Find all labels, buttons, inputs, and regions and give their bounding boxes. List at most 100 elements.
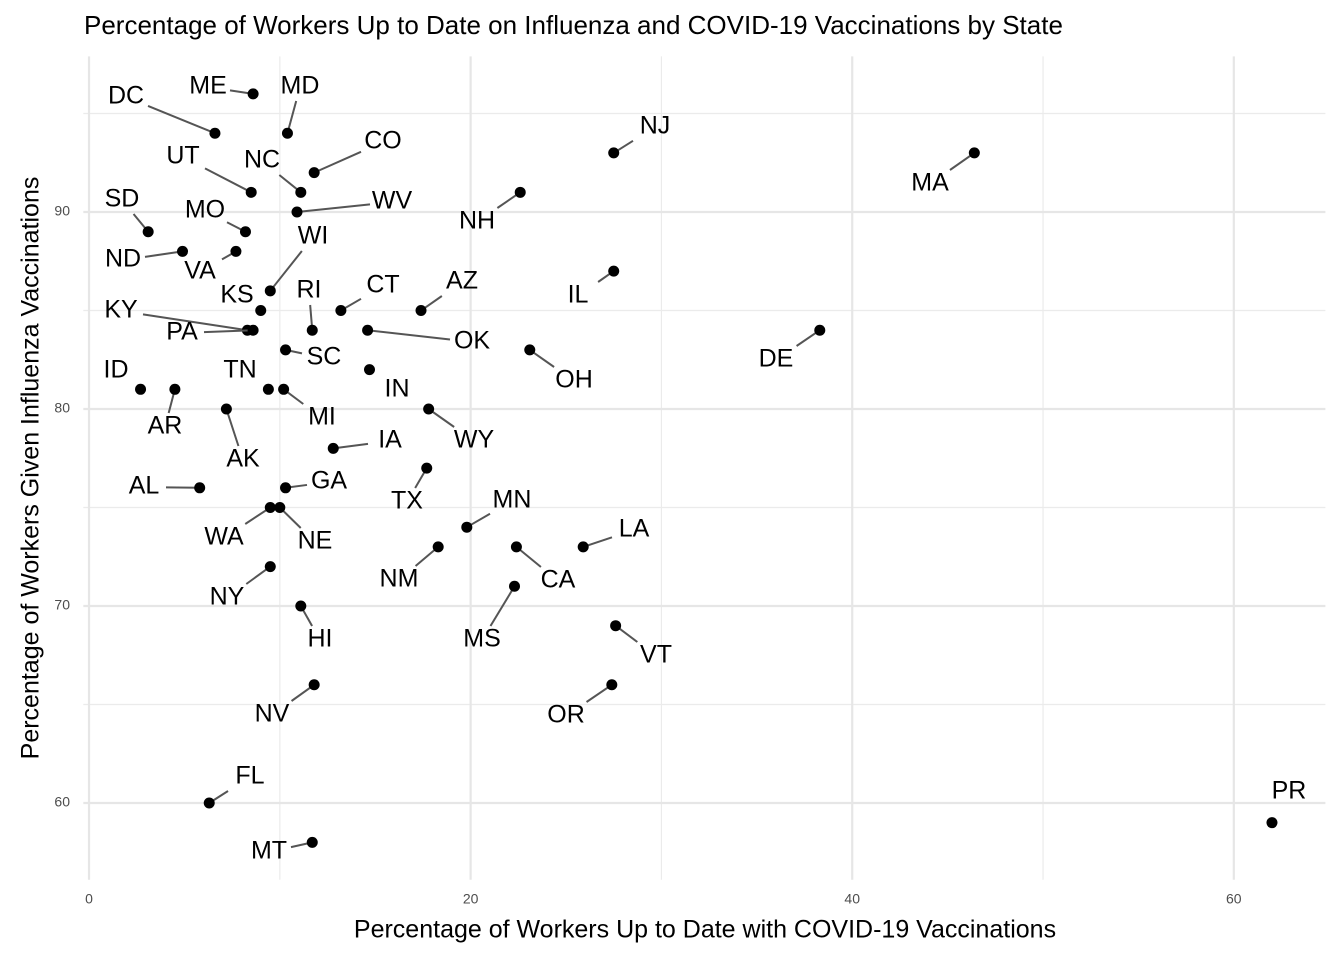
point bbox=[969, 147, 980, 158]
label-connector bbox=[297, 204, 370, 212]
point bbox=[265, 561, 276, 572]
point-label: NM bbox=[380, 565, 419, 593]
point bbox=[240, 226, 251, 237]
point bbox=[511, 541, 522, 552]
label-connector bbox=[368, 330, 450, 339]
point-label: AK bbox=[226, 445, 260, 473]
point bbox=[135, 384, 146, 395]
point-label: CO bbox=[364, 127, 402, 155]
point-label: PR bbox=[1272, 777, 1307, 805]
point bbox=[246, 187, 257, 198]
point-label: NY bbox=[210, 583, 245, 611]
point bbox=[309, 167, 320, 178]
point-label: IA bbox=[378, 426, 402, 454]
point-label: OH bbox=[555, 366, 593, 394]
point-label: SD bbox=[105, 185, 140, 213]
point-label: ID bbox=[104, 356, 129, 384]
point-label: OK bbox=[454, 327, 490, 355]
point bbox=[608, 147, 619, 158]
point-label: RI bbox=[297, 276, 322, 304]
point-label: MT bbox=[251, 837, 287, 865]
point-label: OR bbox=[547, 701, 585, 729]
point bbox=[362, 325, 373, 336]
point-label: WY bbox=[454, 426, 495, 454]
point bbox=[606, 679, 617, 690]
y-tick-label: 90 bbox=[54, 203, 70, 219]
y-tick-label: 70 bbox=[54, 597, 70, 613]
point bbox=[278, 384, 289, 395]
x-tick-label: 60 bbox=[1226, 891, 1242, 907]
point bbox=[274, 502, 285, 513]
point bbox=[204, 797, 215, 808]
point-label: MS bbox=[463, 625, 501, 653]
point bbox=[263, 384, 274, 395]
grid bbox=[83, 56, 1325, 879]
point bbox=[335, 305, 346, 316]
point-label: MO bbox=[185, 196, 225, 224]
label-connector bbox=[148, 106, 215, 133]
point bbox=[177, 246, 188, 257]
point-label: NC bbox=[244, 146, 280, 174]
point bbox=[524, 344, 535, 355]
point-label: DC bbox=[108, 82, 144, 110]
point bbox=[282, 128, 293, 139]
label-connector bbox=[226, 409, 238, 446]
point-label: HI bbox=[308, 625, 333, 653]
point bbox=[423, 404, 434, 415]
point-label: AR bbox=[148, 412, 183, 440]
point-label: UT bbox=[166, 142, 199, 170]
point bbox=[515, 187, 526, 198]
point bbox=[291, 207, 302, 218]
point-label: IL bbox=[568, 281, 589, 309]
y-tick-label: 60 bbox=[54, 794, 70, 810]
point-label: LA bbox=[619, 515, 650, 543]
point bbox=[221, 404, 232, 415]
point-label: SC bbox=[307, 343, 342, 371]
point-label: NE bbox=[298, 527, 333, 555]
point-label: MD bbox=[281, 72, 320, 100]
point bbox=[421, 463, 432, 474]
point-label: FL bbox=[235, 762, 264, 790]
point bbox=[608, 266, 619, 277]
point bbox=[248, 325, 259, 336]
x-tick-label: 20 bbox=[463, 891, 479, 907]
point bbox=[209, 128, 220, 139]
point-label: WV bbox=[372, 187, 413, 215]
point bbox=[169, 384, 180, 395]
point bbox=[265, 502, 276, 513]
point-label: AL bbox=[129, 472, 160, 500]
label-connector bbox=[145, 251, 183, 256]
point bbox=[307, 325, 318, 336]
point bbox=[280, 482, 291, 493]
point-label: AZ bbox=[446, 267, 478, 295]
point bbox=[814, 325, 825, 336]
point-label: MI bbox=[308, 403, 336, 431]
y-axis-title: Percentage of Workers Given Influenza Va… bbox=[17, 177, 45, 760]
chart-title: Percentage of Workers Up to Date on Infl… bbox=[84, 10, 1063, 40]
point-label: CA bbox=[541, 566, 576, 594]
point-label: NH bbox=[459, 207, 495, 235]
point bbox=[364, 364, 375, 375]
point bbox=[265, 285, 276, 296]
label-connector bbox=[314, 152, 361, 173]
point-label: VT bbox=[640, 641, 672, 669]
point-label: ND bbox=[105, 245, 141, 273]
point-label: PA bbox=[166, 318, 198, 346]
point bbox=[416, 305, 427, 316]
point-label: DE bbox=[759, 345, 794, 373]
x-tick-label: 40 bbox=[844, 891, 860, 907]
point bbox=[280, 344, 291, 355]
point bbox=[194, 482, 205, 493]
point-label: CT bbox=[366, 271, 399, 299]
point-label: TN bbox=[223, 356, 256, 384]
point-label: WA bbox=[204, 523, 244, 551]
y-tick-label: 80 bbox=[54, 400, 70, 416]
point bbox=[248, 88, 259, 99]
point-label: NJ bbox=[640, 112, 671, 140]
point bbox=[295, 187, 306, 198]
point bbox=[509, 581, 520, 592]
point-label: ME bbox=[189, 72, 227, 100]
point-label: WI bbox=[298, 222, 329, 250]
point-label: MN bbox=[493, 486, 532, 514]
